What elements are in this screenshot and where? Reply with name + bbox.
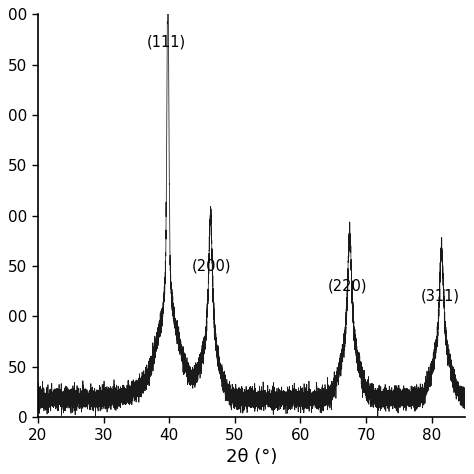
Text: (220): (220) (328, 278, 367, 293)
X-axis label: 2θ (°): 2θ (°) (226, 448, 277, 466)
Text: (111): (111) (147, 35, 186, 49)
Text: (311): (311) (421, 288, 460, 303)
Text: (200): (200) (192, 258, 232, 273)
